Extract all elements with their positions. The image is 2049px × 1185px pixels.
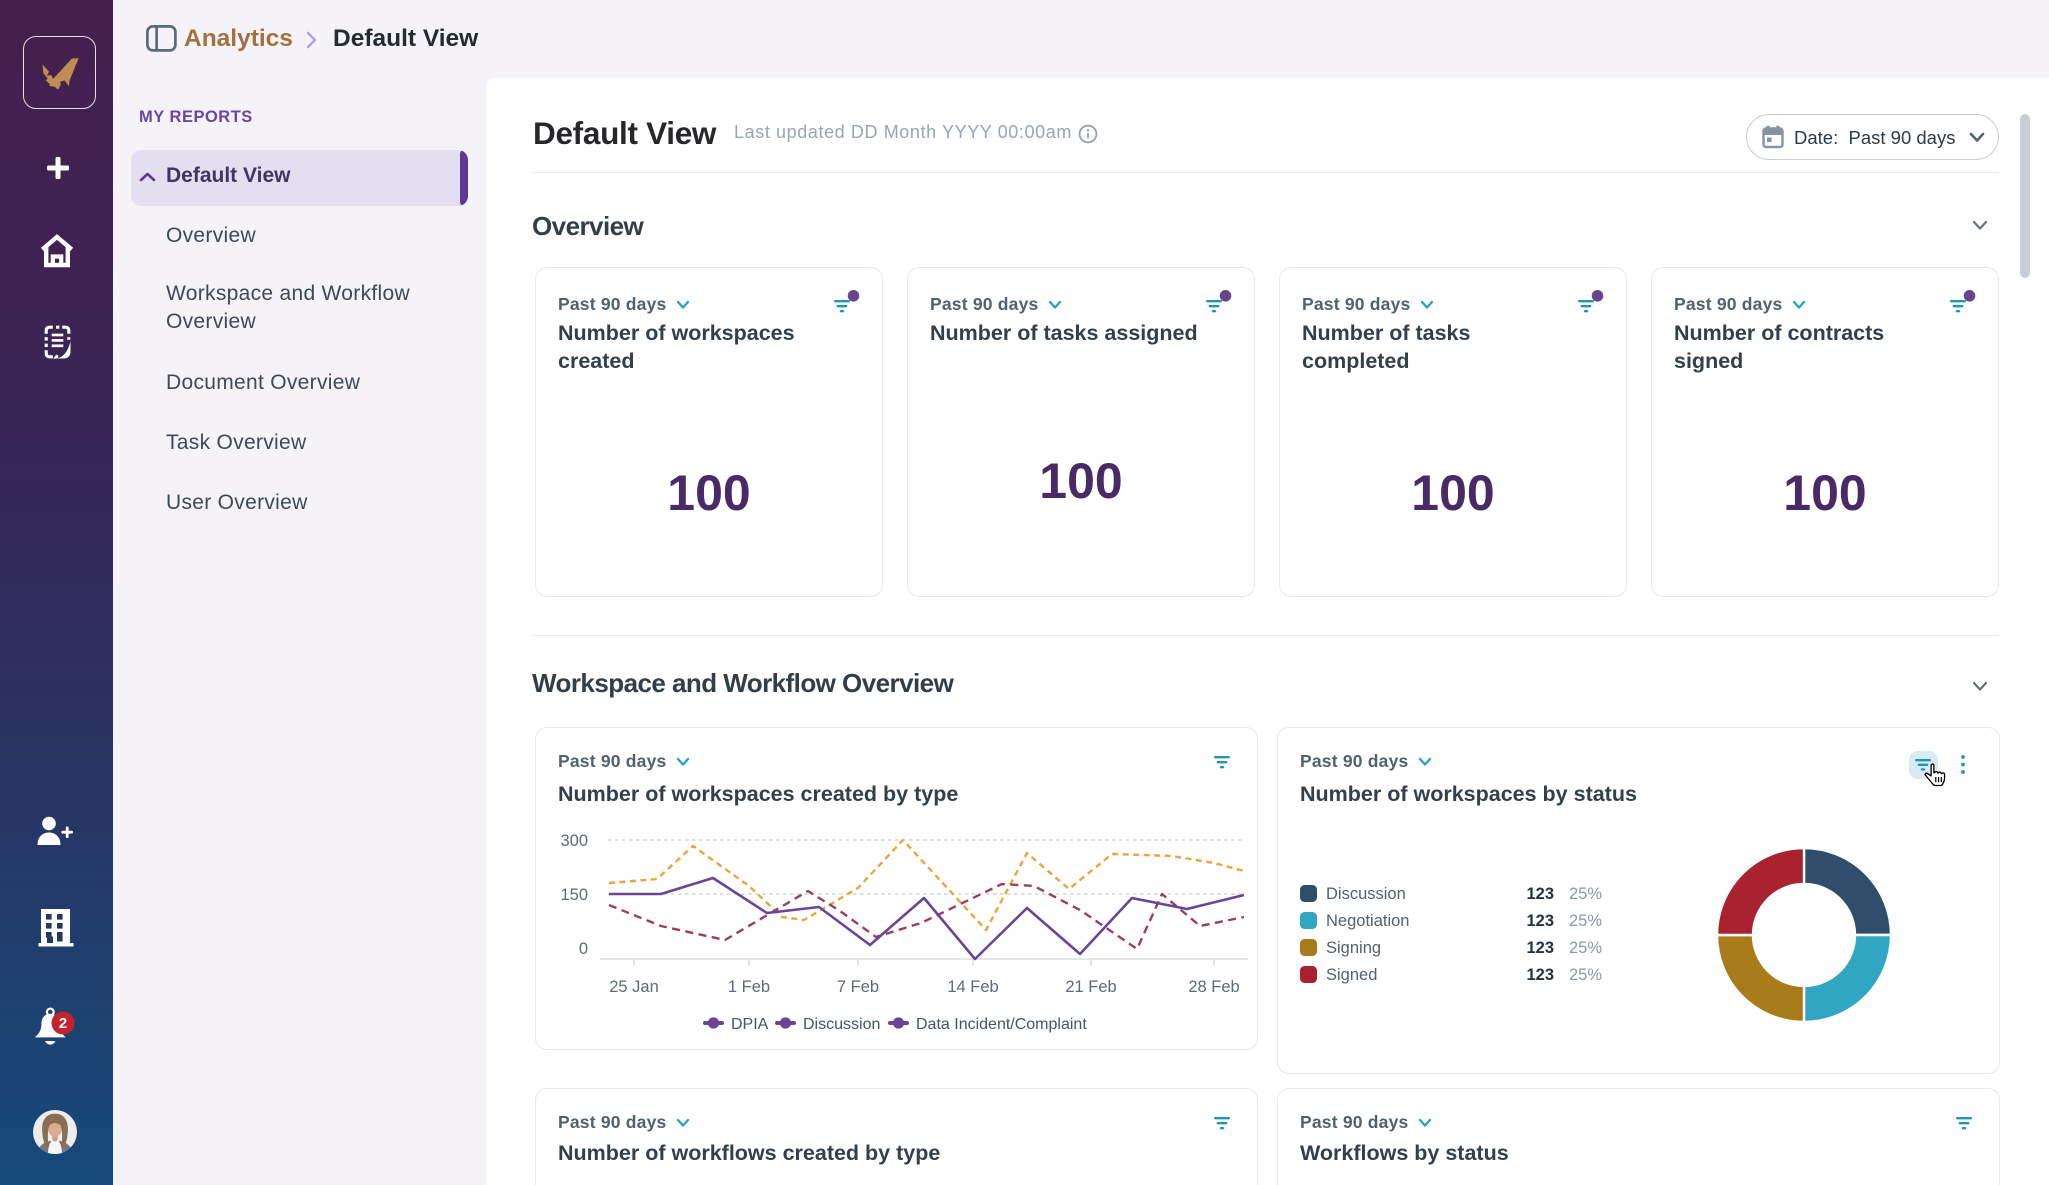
svg-text:2: 2 (59, 1015, 67, 1032)
svg-text:25 Jan: 25 Jan (609, 978, 659, 996)
svg-text:300: 300 (560, 832, 588, 850)
svg-text:1 Feb: 1 Feb (728, 978, 770, 996)
svg-text:150: 150 (560, 886, 588, 904)
svg-text:DPIA: DPIA (731, 1016, 769, 1033)
svg-text:Discussion: Discussion (803, 1016, 880, 1033)
svg-text:14 Feb: 14 Feb (947, 978, 998, 996)
svg-text:7 Feb: 7 Feb (837, 978, 879, 996)
svg-text:28 Feb: 28 Feb (1188, 978, 1239, 996)
svg-text:Data Incident/Complaint: Data Incident/Complaint (916, 1016, 1087, 1033)
svg-text:0: 0 (579, 940, 588, 958)
svg-text:21 Feb: 21 Feb (1065, 978, 1116, 996)
